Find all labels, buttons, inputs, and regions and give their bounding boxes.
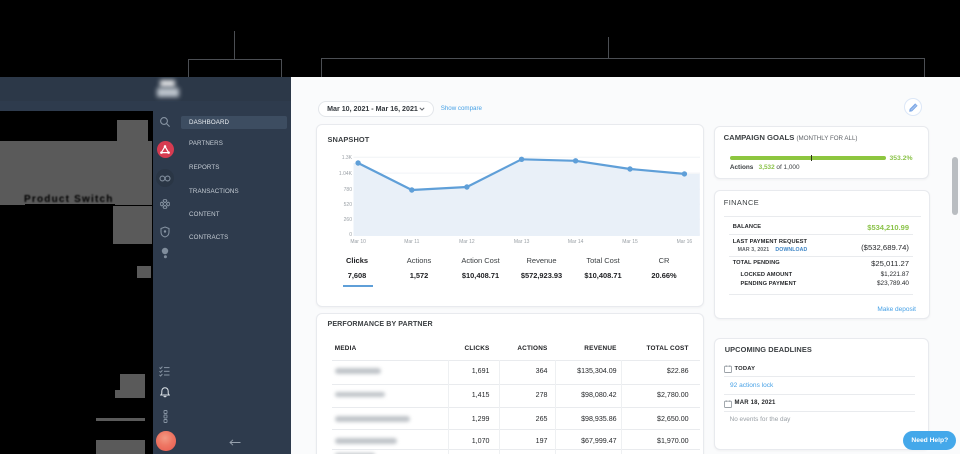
svg-text:0: 0 bbox=[349, 232, 352, 238]
svg-text:260: 260 bbox=[343, 217, 352, 223]
svg-text:Mar 11: Mar 11 bbox=[404, 239, 419, 245]
svg-text:Mar 10: Mar 10 bbox=[350, 239, 366, 245]
svg-text:Mar 15: Mar 15 bbox=[622, 239, 638, 245]
svg-text:Mar 13: Mar 13 bbox=[513, 239, 529, 245]
svg-text:Mar 14: Mar 14 bbox=[567, 239, 583, 245]
svg-text:1.04K: 1.04K bbox=[338, 171, 352, 177]
svg-text:780: 780 bbox=[343, 187, 352, 193]
svg-text:1.3K: 1.3K bbox=[341, 155, 352, 161]
svg-text:Mar 12: Mar 12 bbox=[459, 239, 475, 245]
svg-text:Mar 16: Mar 16 bbox=[676, 239, 692, 245]
svg-text:520: 520 bbox=[343, 202, 352, 208]
